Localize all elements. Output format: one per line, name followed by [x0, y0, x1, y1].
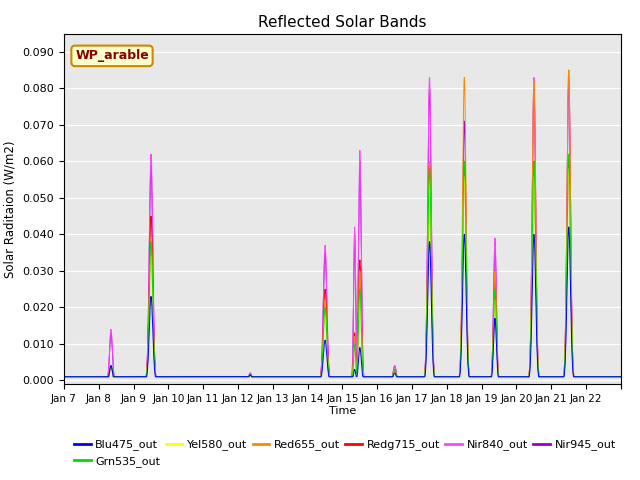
Nir840_out: [463, 295, 470, 301]
Red655_out: [463, 264, 470, 270]
Text: WP_arable: WP_arable: [75, 49, 149, 62]
Yel580_out: [174, 374, 182, 380]
Nir840_out: [174, 374, 182, 380]
Yel580_out: [617, 374, 625, 380]
Redg715_out: [414, 374, 422, 380]
Nir945_out: [60, 374, 68, 380]
Nir945_out: [174, 374, 182, 380]
Grn535_out: [499, 374, 506, 380]
Red655_out: [565, 67, 573, 73]
Grn535_out: [611, 374, 618, 380]
Line: Blu475_out: Blu475_out: [64, 227, 621, 377]
Blu475_out: [611, 374, 618, 380]
Blu475_out: [532, 289, 540, 295]
Line: Red655_out: Red655_out: [64, 70, 621, 377]
Legend: Blu475_out, Grn535_out, Yel580_out, Red655_out, Redg715_out, Nir840_out, Nir945_: Blu475_out, Grn535_out, Yel580_out, Red6…: [70, 435, 620, 471]
Yel580_out: [565, 166, 573, 171]
Grn535_out: [532, 245, 540, 251]
Nir840_out: [499, 374, 506, 380]
Red655_out: [611, 374, 618, 380]
Line: Grn535_out: Grn535_out: [64, 154, 621, 377]
Y-axis label: Solar Raditaion (W/m2): Solar Raditaion (W/m2): [4, 140, 17, 277]
Line: Redg715_out: Redg715_out: [64, 161, 621, 377]
Redg715_out: [611, 374, 618, 380]
Nir945_out: [463, 280, 470, 286]
Nir945_out: [532, 200, 540, 206]
Redg715_out: [532, 258, 540, 264]
Blu475_out: [174, 374, 182, 380]
Nir945_out: [499, 374, 506, 380]
Nir945_out: [617, 374, 625, 380]
Nir945_out: [611, 374, 618, 380]
Blu475_out: [499, 374, 506, 380]
Red655_out: [617, 374, 625, 380]
Blu475_out: [60, 374, 68, 380]
Blu475_out: [463, 323, 470, 328]
Title: Reflected Solar Bands: Reflected Solar Bands: [258, 15, 427, 30]
Redg715_out: [499, 374, 506, 380]
Line: Nir945_out: Nir945_out: [64, 81, 621, 377]
Blu475_out: [617, 374, 625, 380]
Redg715_out: [463, 306, 471, 312]
Blu475_out: [565, 224, 573, 230]
Yel580_out: [532, 253, 540, 259]
X-axis label: Time: Time: [329, 407, 356, 417]
Nir840_out: [414, 374, 422, 380]
Grn535_out: [617, 374, 625, 380]
Line: Yel580_out: Yel580_out: [64, 168, 621, 377]
Nir840_out: [60, 374, 68, 380]
Nir945_out: [414, 374, 422, 380]
Grn535_out: [565, 151, 573, 157]
Grn535_out: [174, 374, 182, 380]
Line: Nir840_out: Nir840_out: [64, 70, 621, 377]
Grn535_out: [463, 295, 470, 301]
Blu475_out: [414, 374, 422, 380]
Nir840_out: [611, 374, 618, 380]
Redg715_out: [60, 374, 68, 380]
Redg715_out: [461, 158, 468, 164]
Yel580_out: [499, 374, 506, 380]
Redg715_out: [617, 374, 625, 380]
Red655_out: [532, 196, 540, 202]
Red655_out: [174, 374, 182, 380]
Nir840_out: [565, 67, 573, 73]
Yel580_out: [463, 301, 470, 307]
Nir945_out: [565, 78, 573, 84]
Red655_out: [414, 374, 422, 380]
Red655_out: [60, 374, 68, 380]
Yel580_out: [414, 374, 422, 380]
Redg715_out: [174, 374, 182, 380]
Yel580_out: [611, 374, 618, 380]
Yel580_out: [60, 374, 68, 380]
Grn535_out: [414, 374, 422, 380]
Nir840_out: [532, 194, 540, 200]
Red655_out: [499, 374, 506, 380]
Grn535_out: [60, 374, 68, 380]
Nir840_out: [617, 374, 625, 380]
